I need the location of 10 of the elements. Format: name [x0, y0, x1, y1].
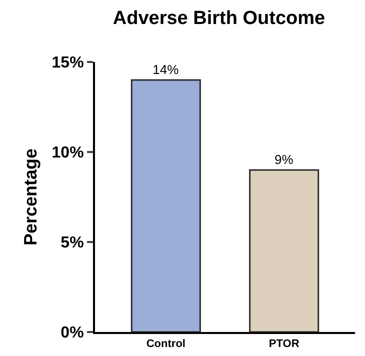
data-label: 9% — [274, 152, 294, 167]
y-tick-label: 10% — [52, 144, 84, 162]
y-tick-label: 0% — [60, 324, 84, 342]
y-axis-title: Percentage — [20, 148, 40, 246]
x-tick-label: Control — [146, 338, 186, 350]
chart-title: Adverse Birth Outcome — [112, 8, 326, 29]
data-label: 14% — [152, 62, 180, 77]
y-tick-label: 15% — [52, 54, 84, 72]
x-tick-label: PTOR — [268, 338, 300, 350]
y-tick-label: 5% — [60, 234, 84, 252]
